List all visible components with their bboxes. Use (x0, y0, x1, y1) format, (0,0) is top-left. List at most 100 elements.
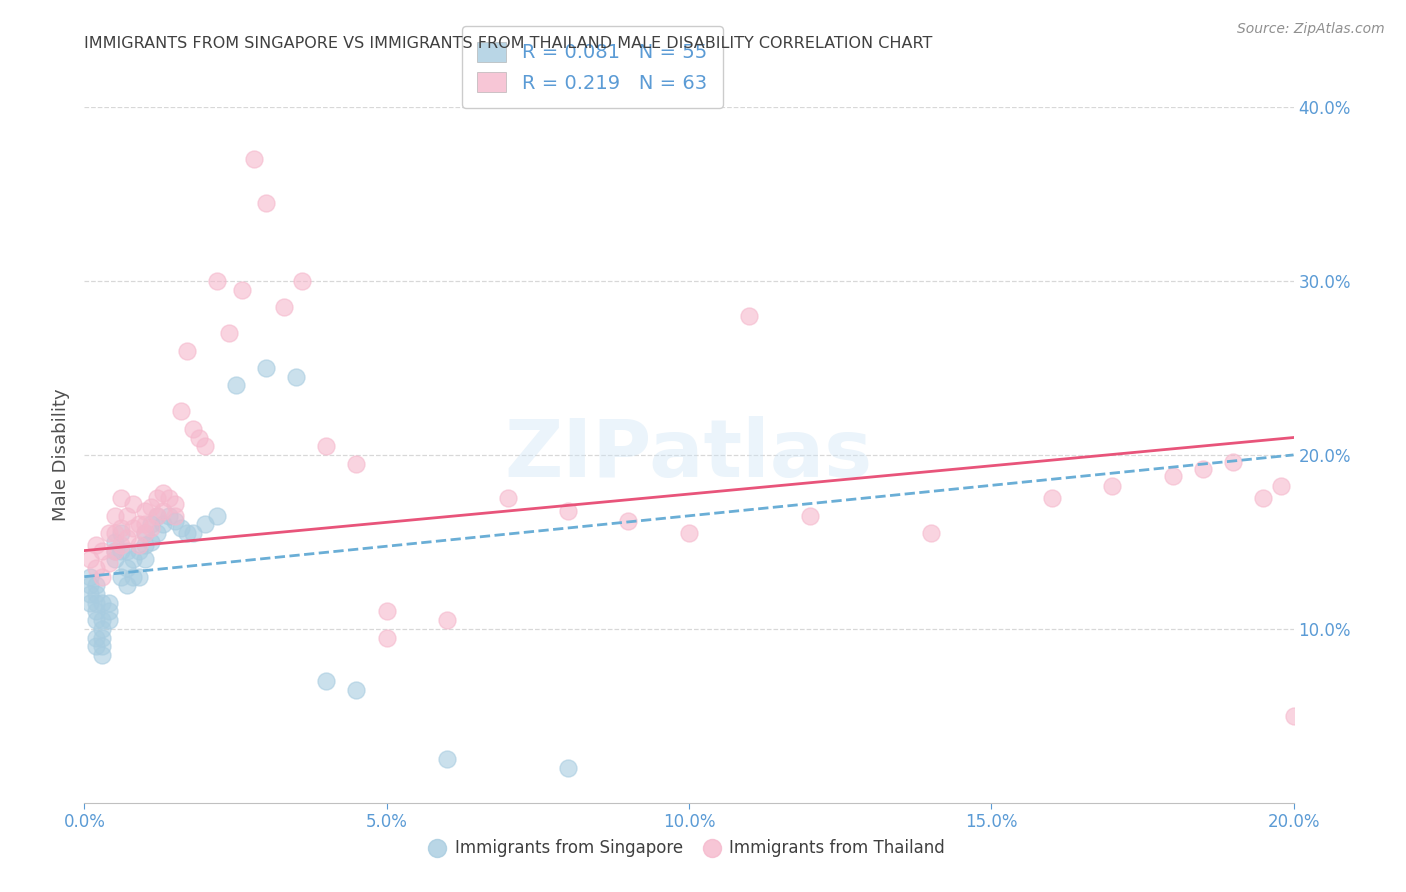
Point (134, 503, 156, 517)
Point (242, 152, 264, 166)
Text: Source: ZipAtlas.com: Source: ZipAtlas.com (1237, 22, 1385, 37)
Point (152, 486, 174, 500)
Point (254, 195, 277, 210)
Point (86, 561, 108, 575)
Point (97, 596, 120, 610)
Point (194, 517, 217, 532)
Point (207, 508, 229, 523)
Point (1270, 479, 1292, 493)
Point (110, 538, 132, 552)
Point (157, 508, 180, 523)
Point (139, 521, 162, 535)
Point (152, 503, 174, 517)
Point (79, 578, 101, 592)
Point (79, 587, 101, 601)
Point (134, 552, 156, 566)
Point (146, 526, 169, 541)
Point (134, 526, 156, 541)
Point (146, 508, 169, 523)
Point (346, 457, 368, 471)
Point (104, 534, 127, 549)
Point (104, 552, 127, 566)
Point (115, 578, 138, 592)
Point (110, 570, 132, 584)
Point (254, 360, 277, 375)
Point (346, 682, 368, 697)
Point (436, 752, 458, 766)
Point (104, 543, 127, 558)
Point (86, 538, 108, 552)
Point (97, 526, 120, 541)
Point (146, 508, 169, 523)
Point (79, 570, 101, 584)
Point (86, 639, 108, 653)
Text: IMMIGRANTS FROM SINGAPORE VS IMMIGRANTS FROM THAILAND MALE DISABILITY CORRELATIO: IMMIGRANTS FROM SINGAPORE VS IMMIGRANTS … (84, 36, 932, 51)
Point (231, 283, 253, 297)
Point (181, 526, 204, 541)
Point (291, 274, 314, 288)
Point (86, 587, 108, 601)
Point (165, 514, 187, 528)
Point (91, 543, 114, 558)
Point (170, 521, 193, 535)
Point (436, 613, 458, 627)
Point (165, 508, 187, 523)
Point (557, 503, 579, 517)
Point (110, 526, 132, 541)
Point (97, 605, 120, 619)
Point (134, 517, 156, 532)
Point (91, 631, 114, 645)
Point (218, 326, 240, 340)
Point (97, 613, 120, 627)
Point (225, 378, 247, 392)
Point (134, 538, 156, 552)
Point (920, 526, 942, 541)
Point (152, 517, 174, 532)
Point (557, 761, 579, 775)
Point (1040, 491, 1063, 506)
Point (617, 514, 640, 528)
Point (139, 534, 162, 549)
Point (194, 439, 217, 453)
Point (176, 343, 198, 358)
Point (128, 543, 150, 558)
Point (139, 500, 162, 514)
Point (738, 309, 761, 323)
Point (1253, 491, 1275, 506)
Point (91, 570, 114, 584)
Point (121, 552, 143, 566)
Point (86, 631, 108, 645)
Point (121, 497, 143, 511)
Point (139, 517, 162, 532)
Point (115, 561, 138, 575)
Point (375, 605, 398, 619)
Point (134, 526, 156, 541)
Point (115, 508, 138, 523)
Point (86, 605, 108, 619)
Point (128, 538, 150, 552)
Point (86, 613, 108, 627)
Point (115, 543, 138, 558)
Point (315, 674, 337, 689)
Point (110, 491, 132, 506)
Point (1222, 455, 1244, 469)
Point (128, 517, 150, 532)
Point (1282, 708, 1305, 723)
Point (207, 274, 229, 288)
Point (86, 596, 108, 610)
Point (165, 497, 187, 511)
Point (176, 526, 198, 541)
Point (315, 439, 337, 453)
Legend: Immigrants from Singapore, Immigrants from Thailand: Immigrants from Singapore, Immigrants fr… (426, 833, 952, 864)
Text: ZIPatlas: ZIPatlas (505, 416, 873, 494)
Point (91, 596, 114, 610)
Point (496, 491, 519, 506)
Point (97, 556, 120, 570)
Point (273, 300, 295, 314)
Point (170, 404, 193, 418)
Point (678, 526, 700, 541)
Point (128, 570, 150, 584)
Point (146, 491, 169, 506)
Point (1101, 479, 1123, 493)
Point (115, 532, 138, 546)
